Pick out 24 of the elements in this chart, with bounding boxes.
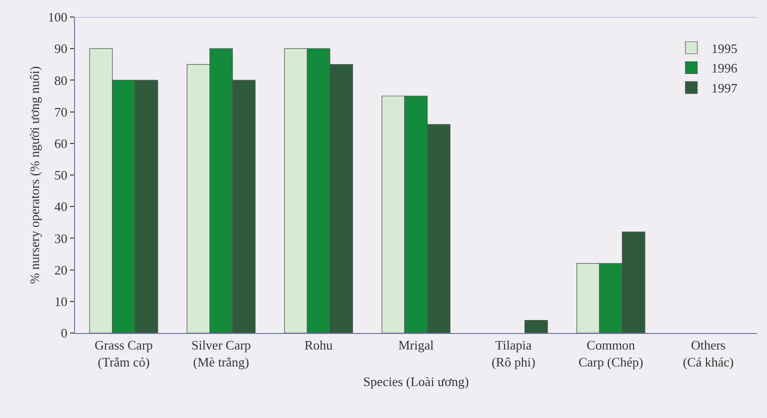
y-tick-label: 30: [54, 230, 68, 246]
x-tick-label: Grass Carp (Trắm cỏ): [94, 338, 153, 370]
y-tick-label: 0: [60, 326, 68, 341]
y-axis-title: % nursery operators (% người ương nuôi): [27, 66, 42, 284]
legend-label: 1997: [711, 80, 738, 96]
y-tick-label: 70: [54, 104, 68, 120]
y-tick-label: 90: [54, 41, 68, 56]
y-tick-label: 20: [54, 262, 68, 278]
y-tick-label: 60: [54, 136, 68, 151]
x-axis-title: Species (Loài ương): [363, 374, 469, 390]
y-tick-label: 50: [54, 168, 68, 183]
bar: [524, 320, 548, 333]
x-tick-label: Tilapia (Rô phi): [492, 338, 536, 370]
legend-label: 1996: [711, 60, 738, 76]
y-tick-label: 80: [54, 72, 68, 88]
y-tick-label: 40: [54, 199, 68, 214]
y-tick-label: 100: [48, 10, 68, 25]
y-tick-label: 10: [54, 294, 68, 309]
x-tick-label: Others (Cá khác): [682, 338, 734, 370]
legend-label: 1995: [711, 40, 738, 56]
x-tick-label: Common Carp (Chép): [578, 338, 644, 370]
x-tick-label: Mrigal: [398, 338, 434, 353]
x-tick-label: Silver Carp (Mè trắng): [191, 338, 251, 370]
x-tick-label: Rohu: [304, 338, 334, 353]
